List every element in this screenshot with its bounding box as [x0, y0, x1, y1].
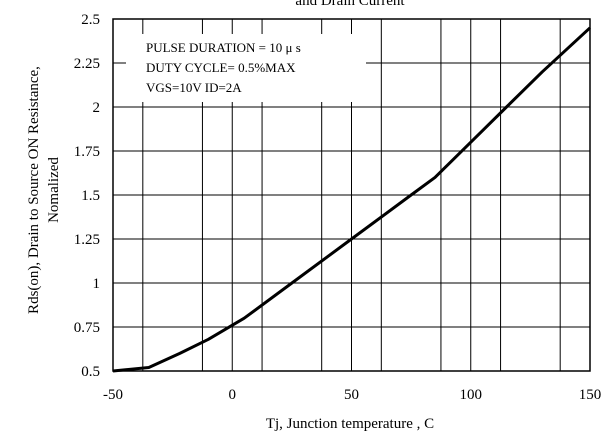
y-tick-label: 1 — [93, 276, 101, 292]
y-axis-label-line-2: Nomalized — [46, 157, 62, 223]
y-axis-label-line-1: Rds(on), Drain to Source ON Resistance, — [26, 66, 42, 314]
y-tick-label: 1.5 — [81, 188, 100, 204]
chart-title: and Drain Current — [295, 0, 405, 9]
x-tick-labels: -50 0 50 100 150 — [103, 387, 601, 403]
y-tick-label: 1.25 — [74, 232, 100, 248]
y-tick-label: 2 — [93, 100, 101, 116]
annotation-box — [126, 34, 366, 102]
annotation-line-3: VGS=10V ID=2A — [146, 80, 242, 95]
x-tick-label: 150 — [579, 387, 602, 403]
y-tick-label: 0.5 — [81, 364, 100, 380]
annotation-line-2: DUTY CYCLE= 0.5%MAX — [146, 60, 296, 75]
y-tick-label: 0.75 — [74, 320, 100, 336]
annotation-line-1: PULSE DURATION = 10 μ s — [146, 40, 301, 55]
y-tick-label: 2.5 — [81, 12, 100, 28]
x-axis-label: Tj, Junction temperature , C — [266, 416, 434, 432]
x-tick-label: 100 — [460, 387, 483, 403]
y-tick-label: 1.75 — [74, 144, 100, 160]
y-tick-labels: 0.5 0.75 1 1.25 1.5 1.75 2 2.25 2.5 — [74, 12, 100, 380]
x-tick-label: -50 — [103, 387, 123, 403]
series-line — [112, 26, 592, 373]
x-tick-label: 50 — [344, 387, 359, 403]
plot-frame — [112, 18, 591, 372]
series-layer — [112, 26, 592, 373]
y-tick-label: 2.25 — [74, 56, 100, 72]
x-tick-label: 0 — [229, 387, 237, 403]
